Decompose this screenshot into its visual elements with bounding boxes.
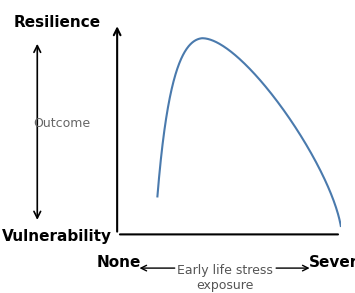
Text: Resilience: Resilience [13, 15, 100, 30]
Text: Outcome: Outcome [34, 117, 91, 130]
Text: Early life stress
exposure: Early life stress exposure [178, 264, 273, 292]
Text: Vulnerability: Vulnerability [2, 229, 112, 243]
Text: Severe: Severe [309, 255, 355, 270]
Text: None: None [97, 255, 141, 270]
